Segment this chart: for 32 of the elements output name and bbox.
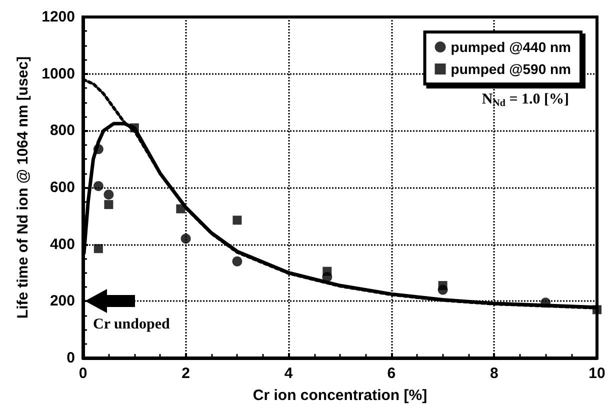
point — [104, 200, 114, 210]
y-tick-label: 1200 — [42, 8, 75, 26]
annotation: Cr undoped — [93, 316, 170, 332]
point — [322, 272, 332, 282]
point — [130, 123, 139, 132]
x-tick-label: 8 — [490, 365, 498, 382]
point — [93, 181, 104, 192]
y-axis-title: Life time of Nd ion @ 1064 nm [usec] — [14, 56, 32, 319]
x-tick-label: 0 — [78, 365, 88, 382]
point — [94, 244, 103, 254]
y-tick-label: 0 — [66, 350, 75, 366]
y-tick-label: 800 — [50, 122, 75, 140]
point — [540, 298, 551, 308]
point — [438, 284, 448, 295]
point — [180, 234, 191, 244]
x-tick-label: 10 — [588, 365, 606, 382]
point — [592, 305, 602, 314]
x-axis-title: Cr ion concentration [%] — [252, 387, 428, 404]
point — [232, 216, 242, 225]
point — [176, 204, 186, 214]
x-tick-label: 2 — [182, 365, 190, 382]
legend-label: pumped @440 nm — [450, 39, 572, 55]
y-tick-label: 400 — [50, 236, 75, 253]
point — [93, 144, 104, 154]
point — [232, 256, 242, 266]
x-tick-label: 4 — [284, 365, 294, 382]
y-tick-label: 1000 — [42, 65, 75, 82]
y-tick-label: 600 — [50, 179, 75, 196]
y-tick-label: 200 — [50, 292, 75, 310]
point — [104, 190, 114, 200]
x-tick-label: 6 — [387, 365, 396, 382]
legend-label: pumped @590 nm — [450, 61, 572, 77]
